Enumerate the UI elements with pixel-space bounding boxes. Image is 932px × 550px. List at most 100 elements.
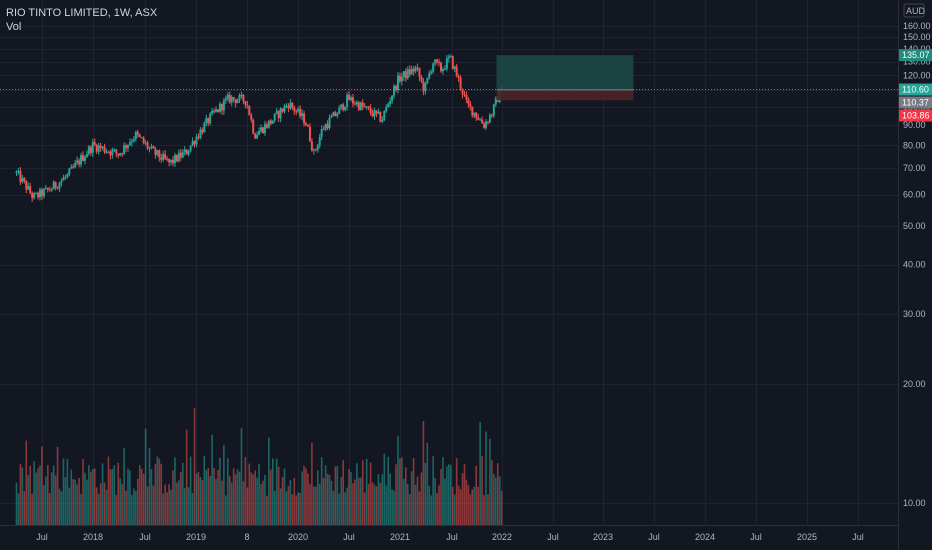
candle-body[interactable] xyxy=(457,76,460,78)
candle-body[interactable] xyxy=(430,71,433,73)
candle-body[interactable] xyxy=(346,94,349,107)
candle-body[interactable] xyxy=(320,129,323,137)
candle-body[interactable] xyxy=(389,101,392,104)
candle-body[interactable] xyxy=(424,83,427,92)
candle-body[interactable] xyxy=(60,180,63,183)
candle-body[interactable] xyxy=(226,94,229,99)
candle-body[interactable] xyxy=(334,112,337,116)
candle-body[interactable] xyxy=(246,104,249,107)
candle-body[interactable] xyxy=(310,141,313,151)
candle-body[interactable] xyxy=(379,111,382,122)
candle-body[interactable] xyxy=(375,110,378,114)
candle-body[interactable] xyxy=(173,154,176,164)
candle-body[interactable] xyxy=(185,149,188,155)
candle-body[interactable] xyxy=(33,193,36,198)
candle-body[interactable] xyxy=(348,94,351,100)
candle-body[interactable] xyxy=(455,66,458,77)
candle-body[interactable] xyxy=(23,177,26,182)
candle-body[interactable] xyxy=(299,108,302,117)
candle-body[interactable] xyxy=(396,75,399,91)
candle-body[interactable] xyxy=(121,153,124,155)
candle-body[interactable] xyxy=(273,113,276,121)
candle-body[interactable] xyxy=(156,150,159,155)
candle-body[interactable] xyxy=(449,55,452,57)
candle-body[interactable] xyxy=(216,109,219,112)
candle-body[interactable] xyxy=(134,131,137,140)
candle-body[interactable] xyxy=(222,100,225,111)
candle-body[interactable] xyxy=(236,100,239,104)
candle-body[interactable] xyxy=(485,121,488,128)
candle-body[interactable] xyxy=(115,149,118,154)
candle-body[interactable] xyxy=(314,149,317,151)
candle-body[interactable] xyxy=(490,114,493,116)
candle-body[interactable] xyxy=(432,63,435,72)
candle-body[interactable] xyxy=(481,119,484,124)
candle-body[interactable] xyxy=(19,170,22,182)
candle-body[interactable] xyxy=(357,102,360,110)
candle-body[interactable] xyxy=(177,152,180,162)
candle-body[interactable] xyxy=(400,76,403,82)
candle-body[interactable] xyxy=(99,145,102,148)
candle-body[interactable] xyxy=(473,112,476,116)
candle-body[interactable] xyxy=(220,103,223,111)
candle-body[interactable] xyxy=(62,177,65,181)
symbol-title[interactable]: RIO TINTO LIMITED, 1W, ASX xyxy=(6,7,158,19)
candle-body[interactable] xyxy=(340,104,343,108)
candle-body[interactable] xyxy=(87,146,90,155)
target-price-tag[interactable] xyxy=(899,49,932,62)
candle-body[interactable] xyxy=(25,181,28,190)
candle-body[interactable] xyxy=(438,62,441,64)
candle-body[interactable] xyxy=(297,108,300,112)
candle-body[interactable] xyxy=(101,146,104,148)
candle-body[interactable] xyxy=(232,97,235,100)
candle-body[interactable] xyxy=(371,112,374,117)
candle-body[interactable] xyxy=(82,155,85,161)
candle-body[interactable] xyxy=(46,187,49,190)
candle-body[interactable] xyxy=(291,102,294,108)
candle-body[interactable] xyxy=(44,187,47,190)
candle-body[interactable] xyxy=(29,185,32,193)
candle-body[interactable] xyxy=(293,107,296,112)
candle-body[interactable] xyxy=(301,113,304,117)
candle-body[interactable] xyxy=(305,123,308,126)
candle-body[interactable] xyxy=(494,98,497,105)
candle-body[interactable] xyxy=(322,129,325,131)
candle-body[interactable] xyxy=(350,97,353,100)
candle-body[interactable] xyxy=(332,112,335,117)
candle-body[interactable] xyxy=(213,110,216,112)
entry-price-tag[interactable] xyxy=(899,96,932,109)
candle-body[interactable] xyxy=(209,113,212,124)
candle-body[interactable] xyxy=(242,94,245,102)
candle-body[interactable] xyxy=(406,69,409,79)
candle-body[interactable] xyxy=(265,124,268,128)
candle-body[interactable] xyxy=(318,136,321,146)
candle-body[interactable] xyxy=(205,118,208,123)
candle-body[interactable] xyxy=(107,151,110,153)
candle-body[interactable] xyxy=(441,69,444,72)
candle-body[interactable] xyxy=(189,145,192,152)
candle-body[interactable] xyxy=(66,174,69,177)
candle-body[interactable] xyxy=(303,113,306,124)
candle-body[interactable] xyxy=(383,111,386,121)
candle-body[interactable] xyxy=(70,166,73,169)
candle-body[interactable] xyxy=(142,138,145,143)
candle-body[interactable] xyxy=(381,120,384,122)
candle-body[interactable] xyxy=(445,58,448,69)
candle-body[interactable] xyxy=(146,142,149,149)
candle-body[interactable] xyxy=(414,67,417,72)
candle-body[interactable] xyxy=(436,59,439,63)
candle-body[interactable] xyxy=(353,103,356,105)
candle-body[interactable] xyxy=(119,153,122,156)
candle-body[interactable] xyxy=(240,94,243,96)
candle-body[interactable] xyxy=(197,136,200,138)
candle-body[interactable] xyxy=(359,102,362,110)
candle-body[interactable] xyxy=(103,146,106,153)
candle-body[interactable] xyxy=(377,111,380,114)
candle-body[interactable] xyxy=(85,154,88,157)
candle-body[interactable] xyxy=(408,69,411,75)
candle-body[interactable] xyxy=(410,68,413,75)
candle-body[interactable] xyxy=(35,193,38,195)
candle-body[interactable] xyxy=(465,95,468,100)
candle-body[interactable] xyxy=(15,171,18,174)
